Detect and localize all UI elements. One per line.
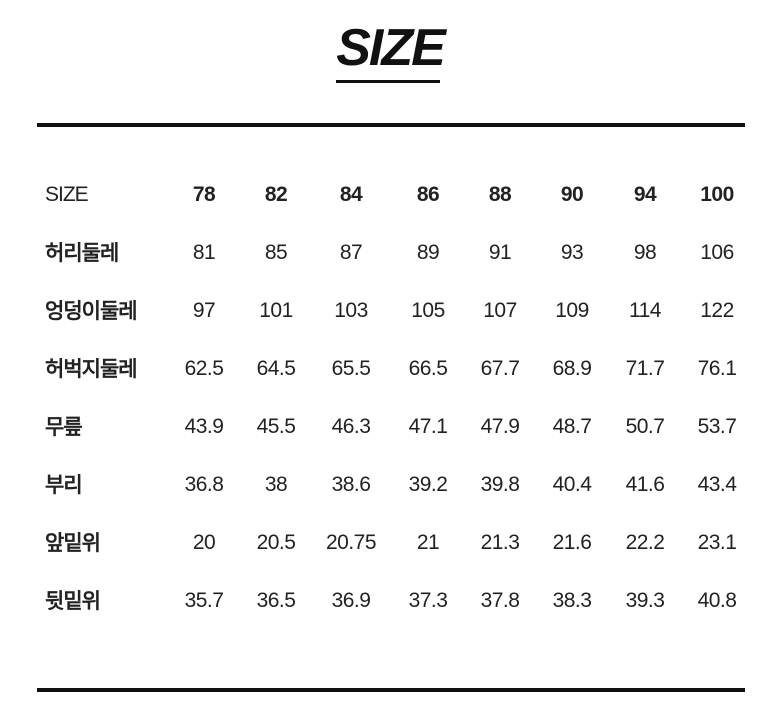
table-cell: 103 [334, 299, 368, 322]
table-cell: 36.5 [256, 589, 296, 612]
table-cell: 76.1 [697, 357, 737, 380]
row-label: 부리 [45, 473, 83, 497]
table-cell: 64.5 [256, 357, 296, 380]
table-cell: 39.3 [625, 589, 665, 612]
table-cell: 50.7 [625, 415, 665, 438]
table-cell: 87 [339, 241, 363, 264]
table-row: 뒷밑위 35.7 36.5 36.9 37.3 37.8 38.3 39.3 40.8 [0, 586, 780, 616]
row-label: 앞밑위 [45, 531, 101, 555]
row-label: 허리둘레 [45, 241, 119, 265]
row-label: 무릎 [45, 415, 83, 439]
table-cell: 43.9 [184, 415, 224, 438]
table-cell: 66.5 [408, 357, 448, 380]
table-cell: 62.5 [184, 357, 224, 380]
table-cell: 106 [700, 241, 734, 264]
table-cell: 65.5 [331, 357, 371, 380]
size-header-cell: 100 [700, 183, 734, 206]
table-cell: 109 [555, 299, 589, 322]
table-cell: 53.7 [697, 415, 737, 438]
table-cell: 22.2 [625, 531, 665, 554]
table-cell: 20.5 [256, 531, 296, 554]
table-cell: 67.7 [480, 357, 520, 380]
table-cell: 38 [264, 473, 288, 496]
table-cell: 39.2 [408, 473, 448, 496]
table-header-row: SIZE 78 82 84 86 88 90 94 100 [0, 180, 780, 210]
table-cell: 47.1 [408, 415, 448, 438]
size-header-cell: 84 [339, 183, 363, 206]
table-row: 무릎 43.9 45.5 46.3 47.1 47.9 48.7 50.7 53.7 [0, 412, 780, 442]
table-cell: 47.9 [480, 415, 520, 438]
table-row: 엉덩이둘레 97 101 103 105 107 109 114 122 [0, 296, 780, 326]
row-label: 뒷밑위 [45, 589, 101, 613]
table-cell: 38.6 [331, 473, 371, 496]
row-label: 엉덩이둘레 [45, 299, 138, 323]
row-label: SIZE [45, 183, 89, 206]
table-cell: 101 [259, 299, 293, 322]
size-header-cell: 94 [633, 183, 657, 206]
table-cell: 105 [411, 299, 445, 322]
page-title: SIZE [336, 19, 446, 77]
size-header-cell: 86 [416, 183, 440, 206]
table-cell: 21 [416, 531, 440, 554]
table-cell: 21.3 [480, 531, 520, 554]
table-cell: 81 [192, 241, 216, 264]
table-cell: 20 [192, 531, 216, 554]
table-cell: 48.7 [552, 415, 592, 438]
table-row: 허벅지둘레 62.5 64.5 65.5 66.5 67.7 68.9 71.7 76.1 [0, 354, 780, 384]
table-cell: 43.4 [697, 473, 737, 496]
table-cell: 98 [633, 241, 657, 264]
table-row: 부리 36.8 38 38.6 39.2 39.8 40.4 41.6 43.4 [0, 470, 780, 500]
table-cell: 91 [488, 241, 512, 264]
table-cell: 40.4 [552, 473, 592, 496]
bottom-divider [37, 688, 745, 692]
table-cell: 68.9 [552, 357, 592, 380]
table-cell: 35.7 [184, 589, 224, 612]
table-cell: 107 [483, 299, 517, 322]
table-row: 앞밑위 20 20.5 20.75 21 21.3 21.6 22.2 23.1 [0, 528, 780, 558]
table-cell: 71.7 [625, 357, 665, 380]
size-header-cell: 90 [560, 183, 584, 206]
table-row: 허리둘레 81 85 87 89 91 93 98 106 [0, 238, 780, 268]
size-header-cell: 82 [264, 183, 288, 206]
table-cell: 38.3 [552, 589, 592, 612]
table-cell: 93 [560, 241, 584, 264]
row-label: 허벅지둘레 [45, 357, 138, 381]
table-cell: 89 [416, 241, 440, 264]
table-cell: 39.8 [480, 473, 520, 496]
table-cell: 45.5 [256, 415, 296, 438]
table-cell: 40.8 [697, 589, 737, 612]
table-cell: 97 [192, 299, 216, 322]
table-cell: 122 [700, 299, 734, 322]
top-divider [37, 123, 745, 127]
size-header-cell: 88 [488, 183, 512, 206]
title-underline [336, 80, 440, 83]
table-cell: 23.1 [697, 531, 737, 554]
table-cell: 36.8 [184, 473, 224, 496]
size-header-cell: 78 [192, 183, 216, 206]
table-cell: 20.75 [325, 531, 377, 554]
table-cell: 41.6 [625, 473, 665, 496]
table-cell: 85 [264, 241, 288, 264]
table-cell: 21.6 [552, 531, 592, 554]
table-cell: 46.3 [331, 415, 371, 438]
table-cell: 37.3 [408, 589, 448, 612]
table-cell: 36.9 [331, 589, 371, 612]
table-cell: 37.8 [480, 589, 520, 612]
table-cell: 114 [629, 299, 661, 322]
